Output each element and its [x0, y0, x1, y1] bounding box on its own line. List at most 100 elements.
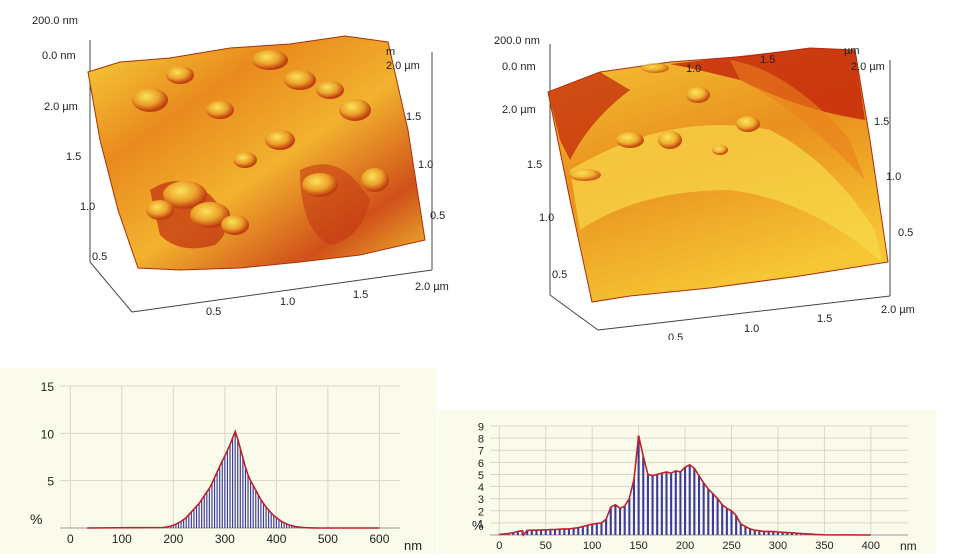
- x-tick-label: 100: [583, 540, 601, 552]
- histogram-bar: [237, 439, 238, 528]
- right-tick: 2.0 µm: [851, 61, 885, 73]
- z-bottom-label: 0.0 nm: [42, 50, 76, 62]
- histogram-bar: [260, 500, 261, 528]
- histogram-bar: [265, 507, 266, 528]
- histogram-bar: [188, 515, 189, 528]
- x-tick-label: 150: [629, 540, 647, 552]
- y-axis-label: %: [472, 518, 484, 533]
- x-tick: 0.5: [206, 306, 221, 318]
- x-tick: 0.5: [668, 332, 683, 340]
- histogram-bar: [600, 523, 602, 535]
- histogram-bar: [614, 505, 616, 535]
- x-tick-label: 50: [540, 540, 552, 552]
- histogram-bar: [563, 529, 565, 535]
- y-tick-label: 2: [478, 506, 484, 518]
- histogram-bar: [638, 436, 640, 535]
- envelope-line: [87, 431, 379, 528]
- y-tick: 2.0 µm: [44, 101, 78, 113]
- histogram-bar: [271, 513, 272, 528]
- y-tick-label: 5: [47, 475, 54, 489]
- histogram-bar: [717, 499, 719, 535]
- x-tick: 2.0 µm: [881, 304, 915, 316]
- histogram-bar: [591, 524, 593, 535]
- histogram-bar: [652, 476, 654, 535]
- back-tick: µm: [844, 45, 860, 57]
- histogram-bar: [619, 508, 621, 535]
- afm-3d-image-right: 200.0 nm 0.0 nm 2.0 µm 1.5 1.0 0.5 2.0 µ…: [470, 0, 954, 340]
- y-tick-label: 15: [41, 380, 55, 394]
- back-tick: 1.5: [760, 54, 775, 66]
- histogram-bar: [235, 431, 236, 528]
- x-tick-label: 600: [369, 532, 389, 546]
- histogram-bar: [217, 472, 218, 528]
- histogram-bar: [628, 499, 630, 535]
- histogram-bar: [240, 448, 241, 528]
- histogram-bar: [193, 509, 194, 528]
- back-tick: 1.0: [686, 63, 701, 75]
- y-tick-label: 6: [478, 458, 484, 470]
- z-bottom-label: 0.0 nm: [502, 61, 536, 73]
- y-tick-label: 3: [478, 494, 484, 506]
- y-tick-label: 4: [478, 482, 484, 494]
- histogram-bar: [273, 516, 274, 528]
- histogram-bar: [605, 519, 607, 535]
- histogram-bar: [206, 492, 207, 528]
- y-tick-label: 8: [478, 434, 484, 446]
- x-tick-label: 200: [163, 532, 183, 546]
- x-tick-label: 250: [722, 540, 740, 552]
- histogram-bar: [665, 472, 667, 535]
- z-top-label: 200.0 nm: [494, 35, 540, 47]
- histogram-bar: [245, 467, 246, 528]
- histogram-bar: [191, 512, 192, 528]
- y-tick-label: 10: [41, 427, 55, 441]
- histogram-bar: [219, 466, 220, 528]
- x-tick-label: 400: [862, 540, 880, 552]
- histogram-bar: [224, 456, 225, 528]
- histogram-bar: [693, 468, 695, 535]
- histogram-bar: [689, 465, 691, 535]
- y-axis-line: [90, 262, 132, 312]
- histogram-bar: [258, 495, 259, 528]
- histogram-bar: [633, 479, 635, 535]
- right-tick: 1.0: [886, 171, 901, 183]
- x-tick-label: 300: [215, 532, 235, 546]
- afm-3d-image-left: 200.0 nm 0.0 nm 2.0 µm 1.5 1.0 0.5 2.0 µ…: [0, 0, 470, 340]
- y-tick: 1.0: [80, 201, 95, 213]
- histogram-bar: [554, 530, 556, 535]
- histogram-bar: [661, 473, 663, 535]
- histogram-bar: [568, 529, 570, 535]
- z-top-label: 200.0 nm: [32, 15, 78, 27]
- afm-3d-surface-left: 200.0 nm 0.0 nm 2.0 µm 1.5 1.0 0.5 2.0 µ…: [0, 0, 470, 340]
- y-tick: 1.0: [539, 212, 554, 224]
- histogram-bar: [199, 503, 200, 528]
- histogram-bar: [712, 494, 714, 535]
- y-tick: 0.5: [552, 269, 567, 281]
- histogram-bar: [647, 474, 649, 535]
- y-axis-label: %: [30, 511, 42, 527]
- x-tick: 2.0 µm: [415, 281, 449, 293]
- x-tick: 1.0: [280, 296, 295, 308]
- histogram-bar: [670, 473, 672, 535]
- y-axis-line: [550, 295, 598, 330]
- histogram-bar: [586, 525, 588, 535]
- histogram-bar: [582, 527, 584, 535]
- histogram-bar: [726, 508, 728, 535]
- right-tick: 0.5: [430, 210, 445, 222]
- histogram-bar: [201, 500, 202, 528]
- y-tick-label: 7: [478, 446, 484, 458]
- x-tick-label: 300: [769, 540, 787, 552]
- histogram-bar: [255, 490, 256, 528]
- histogram-bar: [229, 445, 230, 528]
- histogram-bar: [209, 488, 210, 528]
- afm-surface: [88, 36, 425, 270]
- histogram-bar: [227, 450, 228, 528]
- histogram-bar: [730, 511, 732, 535]
- histogram-bar: [684, 467, 686, 535]
- histogram-bar: [707, 489, 709, 535]
- x-tick: 1.5: [353, 289, 368, 301]
- histogram-bar: [268, 510, 269, 528]
- histogram-bar: [698, 476, 700, 535]
